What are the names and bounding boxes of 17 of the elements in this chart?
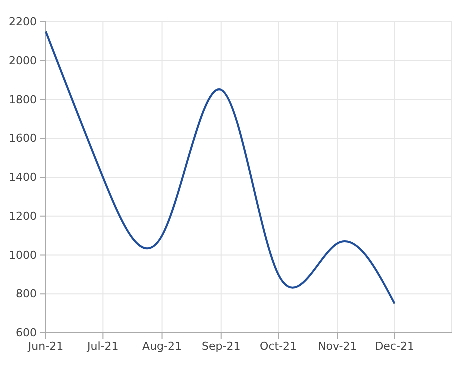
x-tick-label: Aug-21 bbox=[142, 340, 182, 353]
y-tick-label: 2000 bbox=[9, 54, 37, 68]
y-tick-label: 2200 bbox=[9, 16, 37, 29]
y-tick-label: 1200 bbox=[9, 210, 37, 223]
y-tick-label: 800 bbox=[16, 288, 37, 301]
x-tick-label: Nov-21 bbox=[318, 340, 358, 353]
x-tick-label: Sep-21 bbox=[202, 340, 241, 353]
x-tick-label: Jul-21 bbox=[86, 340, 119, 353]
y-tick-label: 1400 bbox=[9, 171, 37, 184]
y-tick-label: 1800 bbox=[9, 93, 37, 106]
y-tick-label: 1600 bbox=[9, 132, 37, 146]
y-tick-label: 600 bbox=[16, 326, 37, 340]
x-tick-label: Oct-21 bbox=[260, 340, 298, 353]
line-series bbox=[45, 30, 396, 305]
y-tick-label: 1000 bbox=[9, 248, 37, 262]
x-tick-label: Jun-21 bbox=[27, 340, 64, 353]
x-tick-label: Dec-21 bbox=[375, 340, 414, 353]
